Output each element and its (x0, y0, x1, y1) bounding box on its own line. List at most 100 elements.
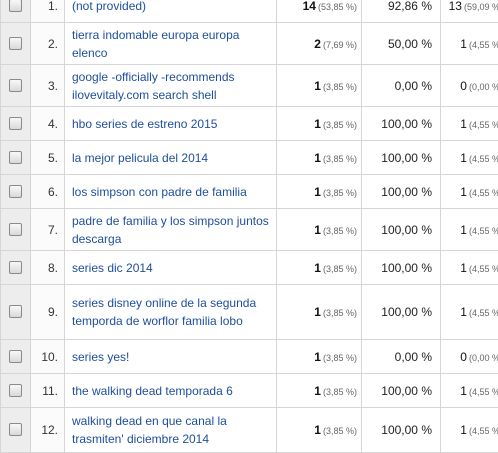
keyword-cell: hbo series de estreno 2015 (65, 107, 277, 141)
row-checkbox[interactable] (9, 151, 22, 164)
table-row: 7. padre de familia y los simpson juntos… (1, 209, 498, 251)
sessions-value: 1 (314, 151, 321, 165)
last-cell: 1(4,55 %) (441, 209, 498, 251)
last-percent: (4,55 %) (469, 226, 498, 236)
keyword-link[interactable]: tierra indomable europa europa elenco (72, 28, 239, 60)
last-value: 1 (460, 423, 467, 437)
keyword-link[interactable]: google -officially -recommends ilovevita… (72, 70, 235, 102)
last-cell: 0(0,00 %) (441, 65, 498, 107)
sessions-cell: 1(3,85 %) (277, 65, 362, 107)
last-value: 1 (460, 185, 467, 199)
row-number: 7. (31, 209, 65, 251)
row-select-cell[interactable] (1, 175, 31, 209)
row-select-cell[interactable] (1, 23, 31, 65)
sessions-cell: 1(3,85 %) (277, 141, 362, 175)
keyword-cell: los simpson con padre de familia (65, 175, 277, 209)
last-percent: (4,55 %) (469, 426, 498, 436)
sessions-value: 14 (303, 0, 316, 13)
row-number: 12. (31, 408, 65, 453)
row-select-cell[interactable] (1, 251, 31, 285)
row-checkbox[interactable] (9, 384, 22, 397)
row-number: 1. (31, 0, 65, 23)
keyword-link[interactable]: (not provided) (72, 0, 146, 13)
row-select-cell[interactable] (1, 408, 31, 453)
rate-cell: 100,00 % (362, 141, 441, 175)
keyword-link[interactable]: the walking dead temporada 6 (72, 384, 233, 398)
row-select-cell[interactable] (1, 340, 31, 374)
rate-cell: 100,00 % (362, 285, 441, 340)
keyword-link[interactable]: walking dead en que canal la trasmiten' … (72, 414, 227, 446)
last-value: 1 (460, 223, 467, 237)
keyword-link[interactable]: series yes! (72, 350, 129, 364)
table-row: 9. series disney online de la segunda te… (1, 285, 498, 340)
keyword-cell: walking dead en que canal la trasmiten' … (65, 408, 277, 453)
sessions-cell: 1(3,85 %) (277, 175, 362, 209)
table-row: 2. tierra indomable europa europa elenco… (1, 23, 498, 65)
last-cell: 0(0,00 %) (441, 340, 498, 374)
last-value: 1 (460, 261, 467, 275)
sessions-percent: (3,85 %) (323, 226, 357, 236)
row-checkbox[interactable] (9, 185, 22, 198)
last-value: 1 (460, 384, 467, 398)
sessions-cell: 2(7,69 %) (277, 23, 362, 65)
row-select-cell[interactable] (1, 141, 31, 175)
rate-cell: 0,00 % (362, 340, 441, 374)
keyword-cell: google -officially -recommends ilovevita… (65, 65, 277, 107)
row-number: 3. (31, 65, 65, 107)
row-checkbox[interactable] (9, 79, 22, 92)
sessions-percent: (3,85 %) (323, 264, 357, 274)
last-value: 1 (460, 305, 467, 319)
row-checkbox[interactable] (9, 305, 22, 318)
rate-cell: 100,00 % (362, 374, 441, 408)
keyword-cell: series disney online de la segunda tempo… (65, 285, 277, 340)
sessions-percent: (7,69 %) (323, 40, 357, 50)
row-checkbox[interactable] (9, 0, 22, 12)
row-select-cell[interactable] (1, 285, 31, 340)
last-value: 1 (460, 151, 467, 165)
keyword-link[interactable]: padre de familia y los simpson juntos de… (72, 214, 269, 246)
row-select-cell[interactable] (1, 0, 31, 23)
last-cell: 13(59,09 %) (441, 0, 498, 23)
keyword-link[interactable]: la mejor pelicula del 2014 (72, 151, 208, 165)
last-cell: 1(4,55 %) (441, 107, 498, 141)
sessions-percent: (3,85 %) (323, 82, 357, 92)
row-select-cell[interactable] (1, 374, 31, 408)
row-checkbox[interactable] (9, 261, 22, 274)
rate-cell: 92,86 % (362, 0, 441, 23)
last-percent: (0,00 %) (469, 353, 498, 363)
last-percent: (4,55 %) (469, 264, 498, 274)
rate-cell: 100,00 % (362, 408, 441, 453)
last-cell: 1(4,55 %) (441, 175, 498, 209)
last-value: 0 (460, 350, 467, 364)
row-checkbox[interactable] (9, 423, 22, 436)
rate-cell: 100,00 % (362, 209, 441, 251)
last-cell: 1(4,55 %) (441, 23, 498, 65)
last-percent: (4,55 %) (469, 387, 498, 397)
keyword-link[interactable]: series dic 2014 (72, 261, 153, 275)
keyword-link[interactable]: los simpson con padre de familia (72, 185, 247, 199)
row-select-cell[interactable] (1, 65, 31, 107)
row-select-cell[interactable] (1, 209, 31, 251)
last-percent: (4,55 %) (469, 188, 498, 198)
keyword-cell: (not provided) (65, 0, 277, 23)
sessions-value: 1 (314, 79, 321, 93)
last-cell: 1(4,55 %) (441, 141, 498, 175)
row-checkbox[interactable] (9, 223, 22, 236)
row-checkbox[interactable] (9, 350, 22, 363)
row-select-cell[interactable] (1, 107, 31, 141)
keyword-link[interactable]: series disney online de la segunda tempo… (72, 296, 256, 328)
sessions-percent: (3,85 %) (323, 120, 357, 130)
keyword-cell: la mejor pelicula del 2014 (65, 141, 277, 175)
sessions-value: 1 (314, 305, 321, 319)
row-checkbox[interactable] (9, 117, 22, 130)
row-checkbox[interactable] (9, 37, 22, 50)
rate-cell: 0,00 % (362, 65, 441, 107)
table-row: 4. hbo series de estreno 2015 1(3,85 %) … (1, 107, 498, 141)
table-row: 10. series yes! 1(3,85 %) 0,00 % 0(0,00 … (1, 340, 498, 374)
rate-cell: 100,00 % (362, 251, 441, 285)
last-value: 1 (460, 37, 467, 51)
sessions-value: 1 (314, 350, 321, 364)
keyword-link[interactable]: hbo series de estreno 2015 (72, 117, 217, 131)
sessions-cell: 1(3,85 %) (277, 285, 362, 340)
